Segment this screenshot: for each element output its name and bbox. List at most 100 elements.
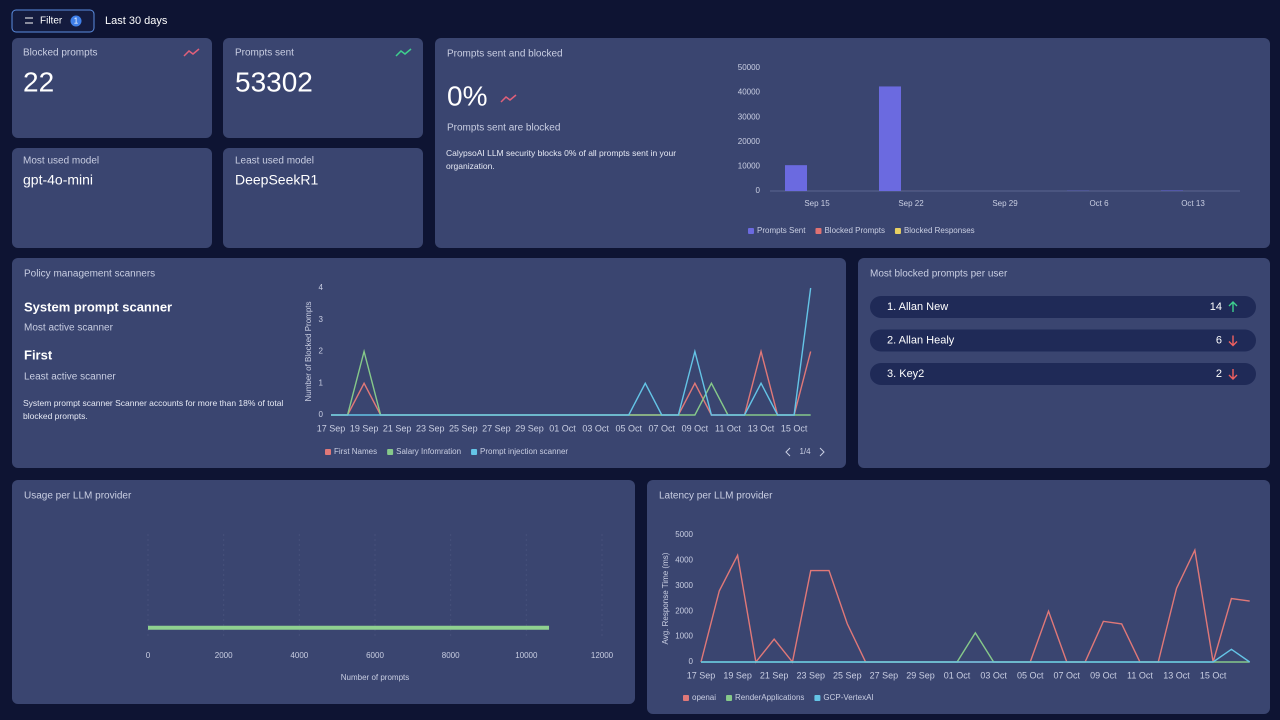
user-row[interactable] bbox=[870, 363, 1256, 385]
x-tick-label: 29 Sep bbox=[515, 423, 544, 433]
x-tick-label: 27 Sep bbox=[482, 423, 511, 433]
y-tick-label: 0 bbox=[689, 657, 694, 666]
pager-next[interactable] bbox=[819, 447, 825, 457]
x-tick-label: 03 Oct bbox=[980, 670, 1007, 680]
card bbox=[12, 258, 846, 468]
user-count: 6 bbox=[1216, 334, 1222, 346]
legend-swatch bbox=[387, 449, 394, 455]
x-tick-label: 17 Sep bbox=[687, 670, 716, 680]
card bbox=[12, 148, 212, 248]
user-count: 2 bbox=[1216, 368, 1222, 380]
x-tick-label: 23 Sep bbox=[796, 670, 825, 680]
panel-title: Most blocked prompts per user bbox=[870, 269, 1008, 280]
x-tick-label: 19 Sep bbox=[350, 423, 379, 433]
y-tick-label: 0 bbox=[319, 410, 324, 419]
x-tick-label: Oct 13 bbox=[1181, 199, 1205, 208]
x-tick-label: 13 Oct bbox=[1163, 670, 1190, 680]
legend-swatch bbox=[748, 228, 754, 234]
x-tick-label: 15 Oct bbox=[1200, 670, 1227, 680]
x-tick-label: 25 Sep bbox=[449, 423, 478, 433]
x-tick-label: 21 Sep bbox=[383, 423, 412, 433]
x-tick-label: 19 Sep bbox=[723, 670, 752, 680]
y-tick-label: 5000 bbox=[675, 530, 693, 539]
panel-title: Latency per LLM provider bbox=[659, 491, 773, 502]
y-axis-label: Number of Blocked Prompts bbox=[304, 301, 313, 401]
pager-prev[interactable] bbox=[785, 447, 791, 457]
x-tick-label: 21 Sep bbox=[760, 670, 789, 680]
x-tick-label: 10000 bbox=[515, 651, 538, 660]
y-tick-label: 1000 bbox=[675, 632, 693, 641]
description: System prompt scanner Scanner accounts f… bbox=[23, 398, 284, 421]
description-box: CalypsoAI LLM security blocks 0% of all … bbox=[446, 148, 677, 171]
x-tick-label: 29 Sep bbox=[906, 670, 935, 680]
legend-swatch bbox=[814, 695, 821, 701]
x-tick-label: 01 Oct bbox=[549, 423, 576, 433]
user-count: 14 bbox=[1210, 301, 1222, 313]
x-tick-label: 6000 bbox=[366, 651, 384, 660]
description-box: System prompt scanner Scanner accounts f… bbox=[23, 398, 284, 421]
legend-swatch bbox=[894, 228, 901, 234]
x-tick-label: Sep 15 bbox=[804, 199, 830, 208]
x-tick-label: 13 Oct bbox=[748, 423, 775, 433]
stat-label: Prompts sent bbox=[235, 48, 294, 59]
x-tick-label: 8000 bbox=[442, 651, 460, 660]
filter-count: 1 bbox=[74, 17, 79, 26]
y-tick-label: 4000 bbox=[675, 556, 693, 565]
filter-label: Filter bbox=[40, 16, 63, 27]
legend-swatch bbox=[683, 695, 689, 701]
y-tick-label: 30000 bbox=[738, 112, 761, 121]
user-row[interactable] bbox=[870, 329, 1256, 352]
legend-label: Blocked Prompts bbox=[824, 226, 884, 235]
trend-icon bbox=[183, 48, 200, 57]
user-row[interactable] bbox=[870, 296, 1256, 318]
x-axis-label: Number of prompts bbox=[341, 673, 409, 682]
x-tick-label: 09 Oct bbox=[682, 423, 709, 433]
trend-icon bbox=[395, 48, 412, 57]
user-name: 1. Allan New bbox=[887, 301, 948, 313]
y-tick-label: 20000 bbox=[738, 137, 761, 146]
y-tick-label: 50000 bbox=[738, 63, 761, 72]
y-tick-label: 2 bbox=[319, 347, 324, 356]
panel-title: Usage per LLM provider bbox=[24, 491, 132, 502]
legend-label: Blocked Responses bbox=[904, 226, 975, 235]
trend-icon bbox=[500, 94, 517, 103]
x-tick-label: 17 Sep bbox=[317, 423, 346, 433]
date-range[interactable]: Last 30 days bbox=[105, 15, 168, 27]
most-active: System prompt scanner bbox=[24, 299, 172, 314]
legend-swatch bbox=[471, 449, 478, 455]
filter-badge bbox=[70, 15, 82, 27]
rate-caption: Prompts sent are blocked bbox=[447, 123, 560, 134]
description: CalypsoAI LLM security blocks 0% of all … bbox=[446, 148, 677, 171]
least-active: First bbox=[24, 347, 53, 362]
legend-label: openai bbox=[692, 693, 716, 702]
legend-label: First Names bbox=[334, 447, 377, 456]
caption: Least active scanner bbox=[24, 372, 116, 383]
y-tick-label: 10000 bbox=[738, 162, 761, 171]
y-tick-label: 3 bbox=[319, 315, 324, 324]
stat-value: DeepSeekR1 bbox=[235, 172, 318, 188]
trend-arrow bbox=[1228, 335, 1238, 347]
stat-label: Blocked prompts bbox=[23, 48, 97, 59]
filter-button[interactable] bbox=[11, 9, 95, 33]
x-tick-label: 4000 bbox=[290, 651, 308, 660]
legend-swatch bbox=[815, 228, 822, 234]
card bbox=[647, 480, 1270, 714]
bar bbox=[879, 86, 901, 191]
legend-swatch bbox=[325, 449, 331, 455]
legend-label: Salary Infomration bbox=[396, 447, 461, 456]
legend-label: GCP-VertexAI bbox=[823, 693, 873, 702]
y-tick-label: 4 bbox=[319, 283, 324, 292]
x-tick-label: 11 Oct bbox=[715, 423, 741, 433]
x-tick-label: Oct 6 bbox=[1089, 199, 1109, 208]
y-tick-label: 3000 bbox=[675, 581, 693, 590]
legend-label: Prompt injection scanner bbox=[480, 447, 568, 456]
x-tick-label: 25 Sep bbox=[833, 670, 862, 680]
legend-label: RenderApplications bbox=[735, 693, 804, 702]
legend-swatch bbox=[726, 695, 733, 701]
x-tick-label: 11 Oct bbox=[1127, 670, 1153, 680]
stat-value: gpt-4o-mini bbox=[23, 172, 93, 188]
x-tick-label: Sep 22 bbox=[898, 199, 924, 208]
stat-value: 22 bbox=[23, 66, 54, 97]
x-tick-label: 01 Oct bbox=[944, 670, 971, 680]
